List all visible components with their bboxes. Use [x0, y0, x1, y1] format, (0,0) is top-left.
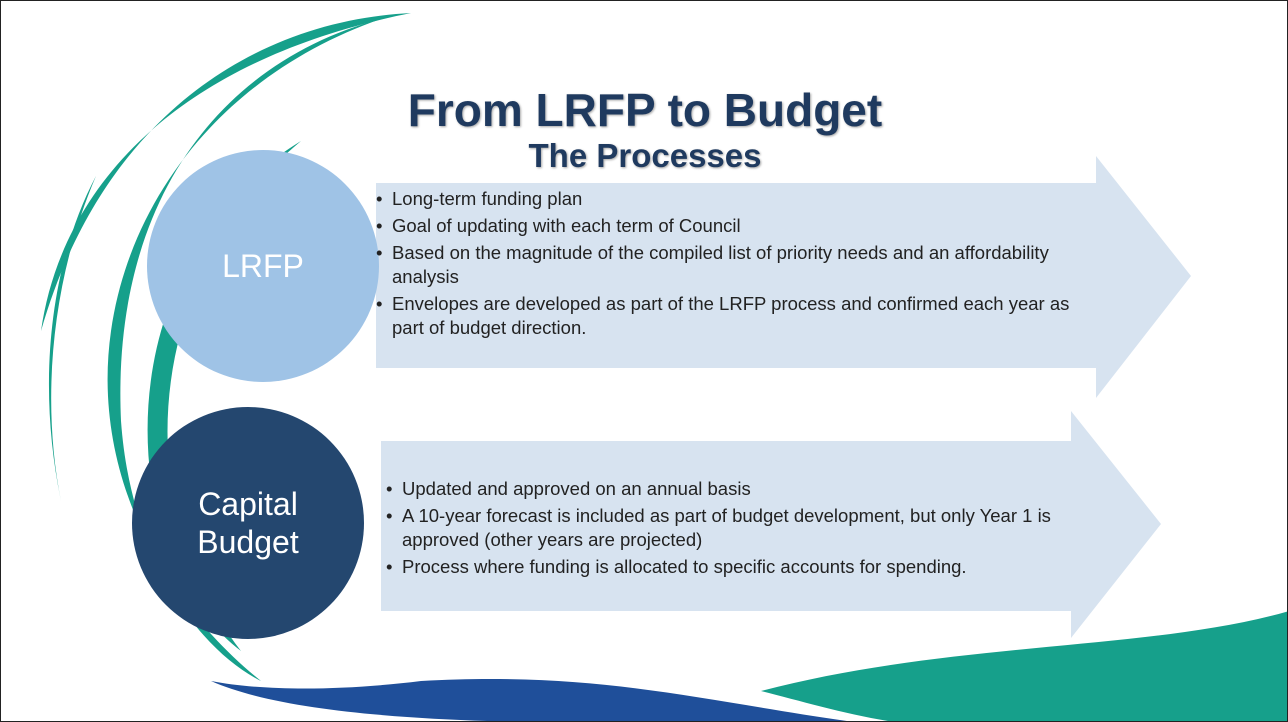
swoosh	[49, 176, 96, 501]
bullet: A 10-year forecast is included as part o…	[386, 504, 1086, 552]
section-label-line: LRFP	[147, 247, 379, 285]
section-label: LRFP	[147, 247, 379, 285]
swoosh	[761, 611, 1288, 722]
slide: From LRFP to Budget The Processes LRFP C…	[0, 0, 1288, 722]
title: From LRFP to Budget	[1, 83, 1288, 137]
bullet: Updated and approved on an annual basis	[386, 477, 1086, 501]
section-label-line: Budget	[132, 523, 364, 561]
bullet-list: Updated and approved on an annual basis A…	[386, 477, 1086, 582]
bullet: Process where funding is allocated to sp…	[386, 555, 1086, 579]
swoosh	[211, 679, 861, 722]
bullet-list: Long-term funding plan Goal of updating w…	[376, 187, 1106, 343]
bullet: Goal of updating with each term of Counc…	[376, 214, 1106, 238]
section-label-line: Capital	[132, 485, 364, 523]
subtitle: The Processes	[1, 137, 1288, 175]
bullet: Envelopes are developed as part of the L…	[376, 292, 1106, 340]
bullet: Long-term funding plan	[376, 187, 1106, 211]
bullet: Based on the magnitude of the compiled l…	[376, 241, 1106, 289]
